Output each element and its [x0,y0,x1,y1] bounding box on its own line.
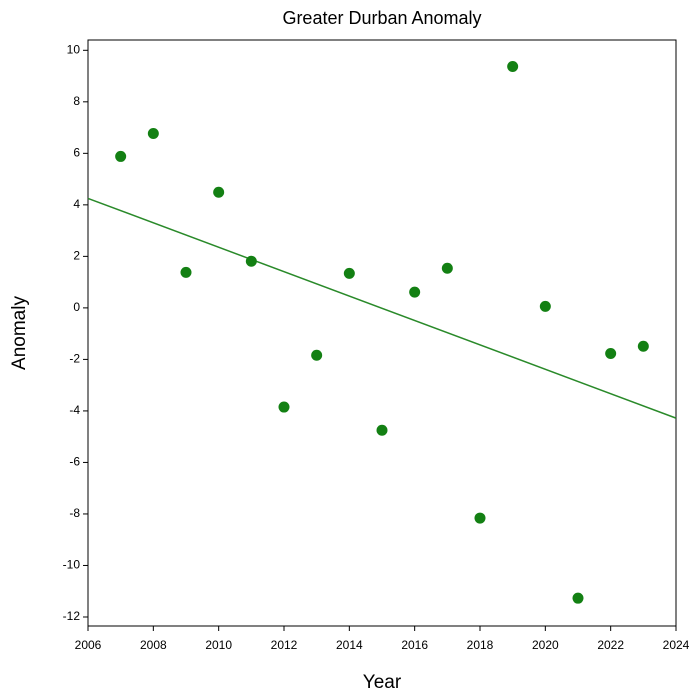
y-tick-label: 4 [73,197,80,211]
trend-line [87,197,677,419]
x-tick-label: 2020 [532,638,559,652]
y-tick-label: -10 [63,558,81,572]
point [409,286,421,298]
point [213,186,225,198]
point [605,347,617,359]
y-tick-label: -8 [69,506,80,520]
x-tick-label: 2006 [75,638,102,652]
x-tick-label: 2024 [663,638,690,652]
y-axis-label: Anomaly [9,296,30,370]
point [474,512,486,524]
x-tick-label: 2010 [205,638,232,652]
x-axis-label: Year [363,672,402,693]
chart-title: Greater Durban Anomaly [282,8,481,28]
y-tick-label: 2 [73,249,80,263]
point [376,424,388,436]
point [180,266,192,278]
y-tick-label: 6 [73,146,80,160]
point [441,262,453,274]
point [507,61,519,73]
y-tick-label: 0 [73,300,80,314]
point [245,255,257,267]
x-tick-label: 2014 [336,638,363,652]
y-tick-label: -4 [69,403,80,417]
x-tick-label: 2012 [271,638,298,652]
x-tick-label: 2022 [597,638,624,652]
point [637,340,649,352]
point [147,128,159,140]
y-tick-label: -12 [63,609,81,623]
y-tick-label: -2 [69,352,80,366]
x-tick-label: 2018 [467,638,494,652]
y-tick-label: -6 [69,455,80,469]
point [278,401,290,413]
y-tick-label: 10 [67,42,81,56]
plot-frame [87,39,677,627]
x-tick-label: 2008 [140,638,167,652]
x-tick-label: 2016 [401,638,428,652]
y-tick-label: 8 [73,94,80,108]
point [539,300,551,312]
point [572,592,584,604]
point [115,150,127,162]
point [311,349,323,361]
point [343,267,355,279]
